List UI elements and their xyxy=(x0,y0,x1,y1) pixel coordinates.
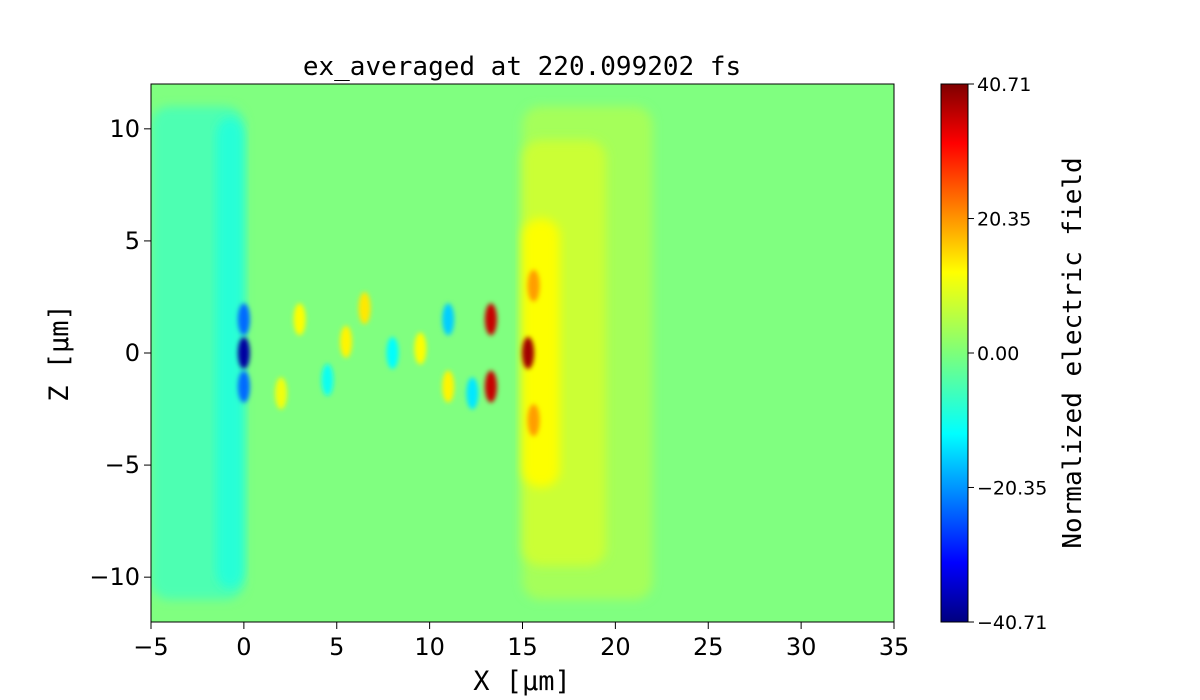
field-spot xyxy=(527,404,540,437)
colorbar-tick-label: −40.71 xyxy=(977,612,1047,634)
colorbar-tick-label: 40.71 xyxy=(977,74,1031,96)
y-tick-label: 0 xyxy=(125,339,140,367)
x-axis-label: X [μm] xyxy=(473,666,571,697)
colorbar-gradient xyxy=(940,83,969,623)
field-region xyxy=(216,117,244,589)
field-spot xyxy=(414,332,427,365)
field-spot xyxy=(237,303,250,336)
colorbar: −40.71 −20.35 0.00 20.35 40.71 xyxy=(940,74,1047,634)
field-spot xyxy=(237,337,250,369)
colorbar-tick-label: 20.35 xyxy=(977,209,1031,231)
chart-title: ex_averaged at 220.099202 fs xyxy=(303,52,741,82)
x-tick-label: −5 xyxy=(133,633,168,661)
x-tick-label: 0 xyxy=(236,633,251,661)
field-spot xyxy=(386,337,399,369)
x-axis-ticks: −5 0 5 10 15 20 25 30 35 xyxy=(133,622,909,661)
field-spot xyxy=(321,363,334,396)
x-tick-label: 35 xyxy=(879,633,910,661)
colorbar-tick-label: 0.00 xyxy=(977,343,1019,365)
colorbar-tick-label: −20.35 xyxy=(977,477,1047,499)
field-spot xyxy=(466,377,479,410)
y-tick-label: −5 xyxy=(105,451,140,479)
plot-area xyxy=(150,83,895,623)
colorbar-label: Normalized electric field xyxy=(1058,157,1088,548)
field-spot xyxy=(358,292,371,325)
field-spot xyxy=(442,370,455,403)
field-spot xyxy=(522,337,535,369)
field-spot xyxy=(527,269,540,302)
x-tick-label: 5 xyxy=(329,633,344,661)
field-spot xyxy=(293,303,306,336)
field-spot xyxy=(275,377,288,410)
field-spot xyxy=(484,370,497,403)
field-spot xyxy=(340,325,353,358)
field-spot xyxy=(484,303,497,336)
x-tick-label: 25 xyxy=(693,633,724,661)
y-axis-label: Z [μm] xyxy=(44,304,75,402)
field-spot xyxy=(237,370,250,403)
x-tick-label: 10 xyxy=(414,633,445,661)
x-tick-label: 15 xyxy=(507,633,538,661)
y-tick-label: 10 xyxy=(109,115,140,143)
y-tick-label: 5 xyxy=(125,227,140,255)
field-spot xyxy=(442,303,455,336)
y-tick-label: −10 xyxy=(89,563,140,591)
colorbar-ticks: −40.71 −20.35 0.00 20.35 40.71 xyxy=(968,74,1047,634)
x-tick-label: 20 xyxy=(600,633,631,661)
x-tick-label: 30 xyxy=(786,633,817,661)
y-axis-ticks: −10 −5 0 5 10 xyxy=(89,115,151,591)
